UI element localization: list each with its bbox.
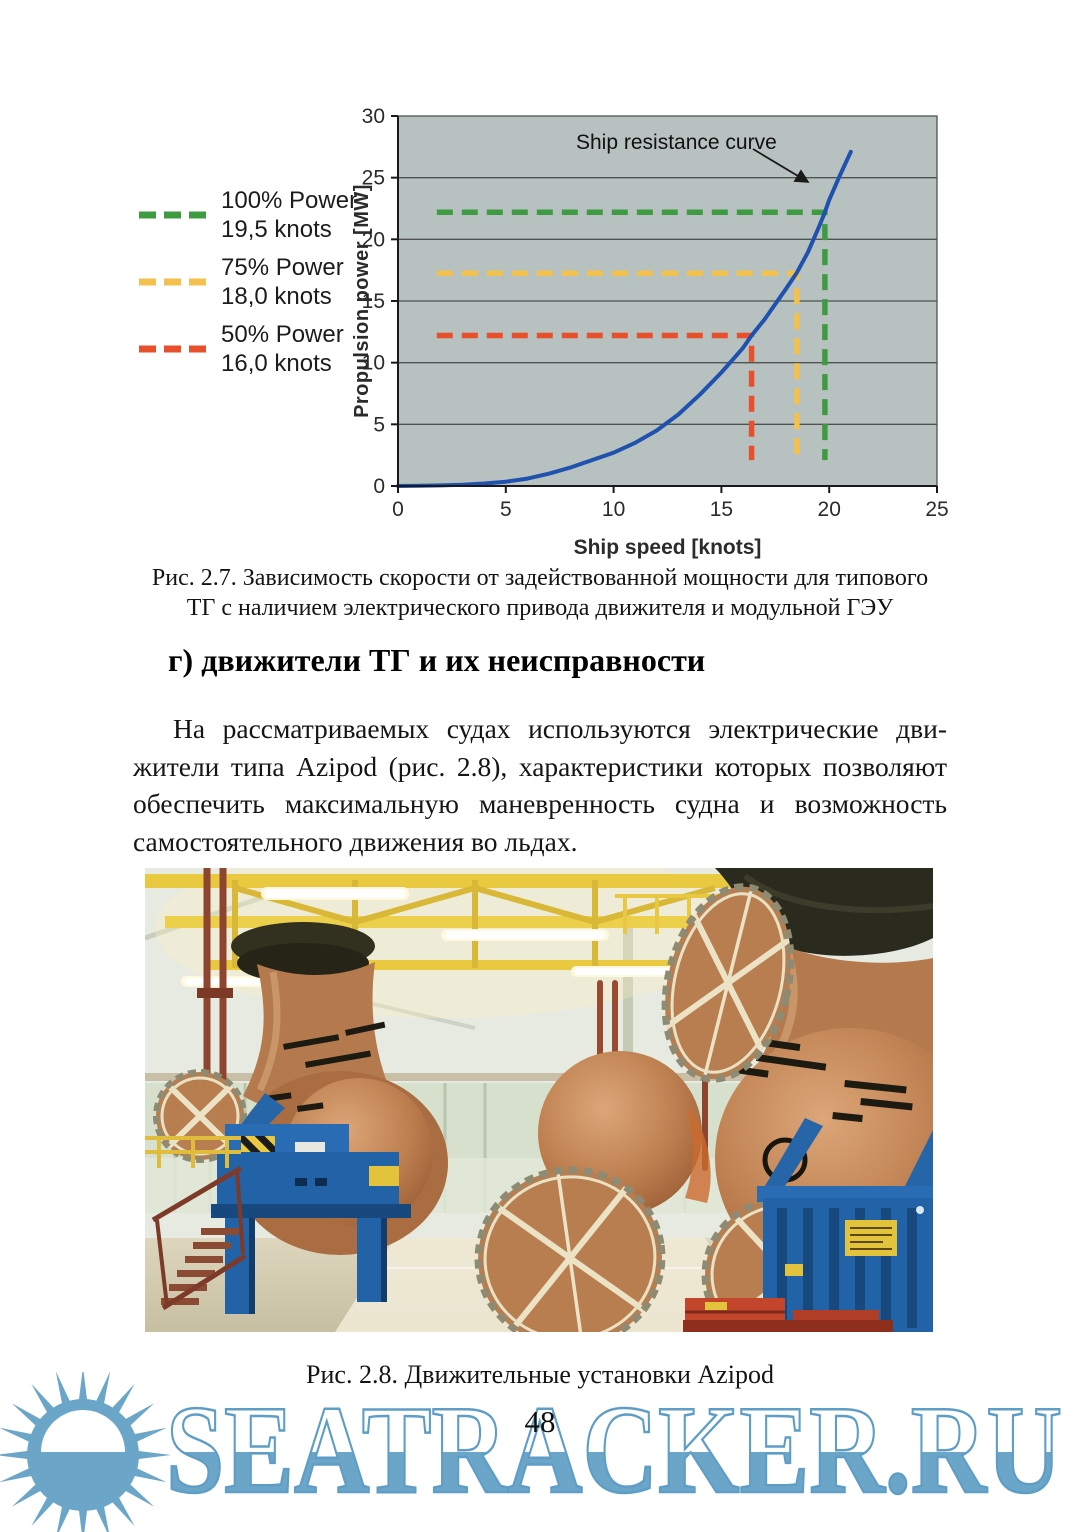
legend-item-100-power: 100% Power 19,5 knots	[138, 186, 357, 244]
caption-line-1: Рис. 2.7. Зависимость скорости от задейс…	[151, 565, 929, 591]
chart-legend: 100% Power 19,5 knots 75% Power 18,0 kno…	[138, 186, 357, 387]
paragraph-line: На рассматриваемых судах используются эл…	[173, 713, 947, 744]
figure-2-7-caption: Рис. 2.7. Зависимость скорости от задейс…	[0, 563, 1080, 623]
svg-text:15: 15	[362, 290, 385, 313]
svg-text:5: 5	[500, 498, 512, 521]
svg-text:0: 0	[392, 498, 404, 521]
legend-label: 100% Power	[221, 187, 358, 214]
paragraph-line: жители типа Azipod (рис. 2.8), характери…	[133, 750, 947, 782]
propeller-blade-cover-bottom-left	[474, 1163, 666, 1332]
legend-item-50-power: 50% Power 16,0 knots	[138, 320, 357, 378]
legend-label: 50% Power	[221, 321, 344, 348]
svg-text:20: 20	[362, 228, 385, 251]
svg-text:5: 5	[373, 413, 385, 436]
svg-text:15: 15	[710, 498, 733, 521]
paragraph-line: обеспечить максимальную маневренность су…	[133, 788, 947, 819]
svg-text:25: 25	[925, 498, 948, 521]
propulsion-power-chart: 0 5 10 15 20 25 30 0 5 10 15 20 25	[362, 105, 949, 521]
sun-logo	[0, 1372, 171, 1532]
stairs-platform	[145, 1136, 247, 1311]
svg-text:25: 25	[362, 167, 385, 190]
chart-annotation: Ship resistance curve	[576, 131, 777, 154]
propeller-blade-cover-top	[651, 880, 805, 1086]
red-dash-swatch	[139, 345, 207, 353]
azipod-unit-left	[145, 922, 448, 1314]
legend-item-75-power: 75% Power 18,0 knots	[138, 253, 357, 311]
blue-support-frame-right	[757, 1118, 933, 1332]
svg-text:20: 20	[818, 498, 841, 521]
svg-text:10: 10	[362, 352, 385, 375]
red-crates	[683, 1298, 893, 1332]
caption-line-2: ТГ с наличием электрического привода дви…	[186, 595, 894, 621]
section-heading: г) движители ТГ и их неисправности	[168, 642, 706, 678]
legend-label: 75% Power	[221, 254, 344, 281]
svg-text:10: 10	[602, 498, 625, 521]
fluorescent-lights	[181, 887, 699, 987]
x-axis-title: Ship speed [knots]	[573, 536, 762, 559]
legend-speed: 18,0 knots	[221, 283, 332, 310]
y-axis-title: Propulsion power [MW]	[351, 184, 373, 418]
paragraph-line: самостоятельного движения во льдах.	[133, 825, 578, 857]
seatracker-watermark: SEATRACKER.RU	[0, 1372, 1063, 1532]
figure-2-8-caption: Рис. 2.8. Движительные установки Azipod	[306, 1360, 774, 1389]
page-number: 48	[524, 1404, 556, 1439]
legend-speed: 16,0 knots	[221, 350, 332, 377]
svg-text:0: 0	[373, 475, 385, 498]
svg-text:30: 30	[362, 105, 385, 128]
yellow-dash-swatch	[139, 278, 207, 286]
watermark-text: SEATRACKER.RU	[166, 1381, 1062, 1520]
green-dash-swatch	[139, 211, 207, 219]
body-paragraph: На рассматриваемых судах используются эл…	[133, 710, 947, 860]
azipod-unit-right	[474, 868, 933, 1332]
figure-2-8-photo-azipod-units	[145, 868, 933, 1332]
legend-speed: 19,5 knots	[221, 216, 332, 243]
